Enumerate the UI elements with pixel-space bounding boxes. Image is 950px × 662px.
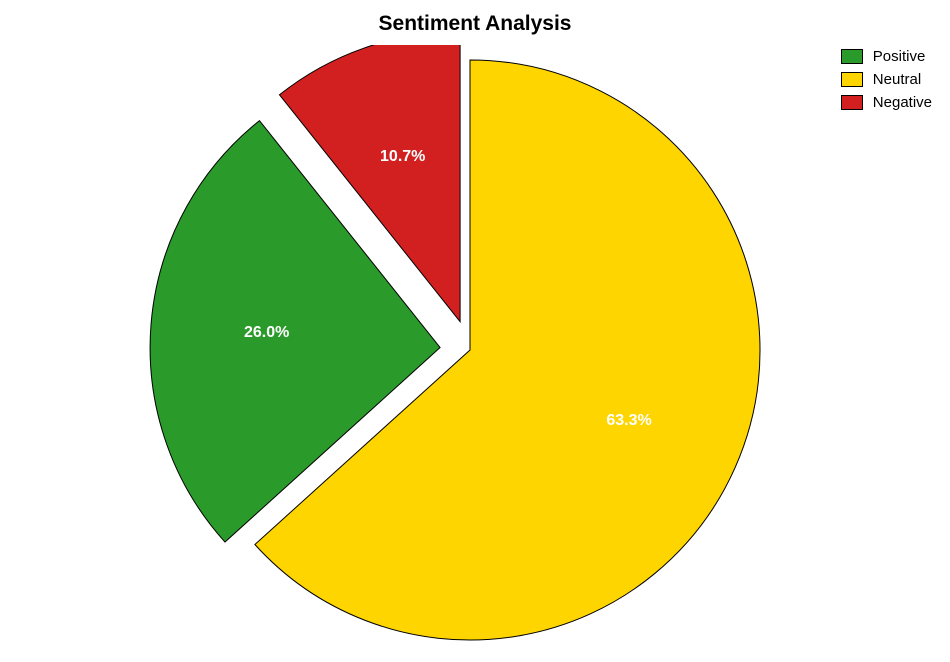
pie-chart — [0, 45, 810, 655]
legend-item-neutral: Neutral — [841, 71, 932, 88]
slice-label-neutral: 63.3% — [606, 412, 651, 430]
legend-item-negative: Negative — [841, 94, 932, 111]
legend-swatch-negative — [841, 95, 863, 110]
legend-swatch-positive — [841, 49, 863, 64]
legend-swatch-neutral — [841, 72, 863, 87]
slice-label-positive: 26.0% — [244, 324, 289, 342]
slice-label-negative: 10.7% — [380, 148, 425, 166]
legend-item-positive: Positive — [841, 48, 932, 65]
legend-label-negative: Negative — [873, 94, 932, 111]
legend-label-positive: Positive — [873, 48, 926, 65]
legend-label-neutral: Neutral — [873, 71, 921, 88]
legend: Positive Neutral Negative — [841, 48, 932, 111]
chart-title: Sentiment Analysis — [0, 12, 950, 36]
